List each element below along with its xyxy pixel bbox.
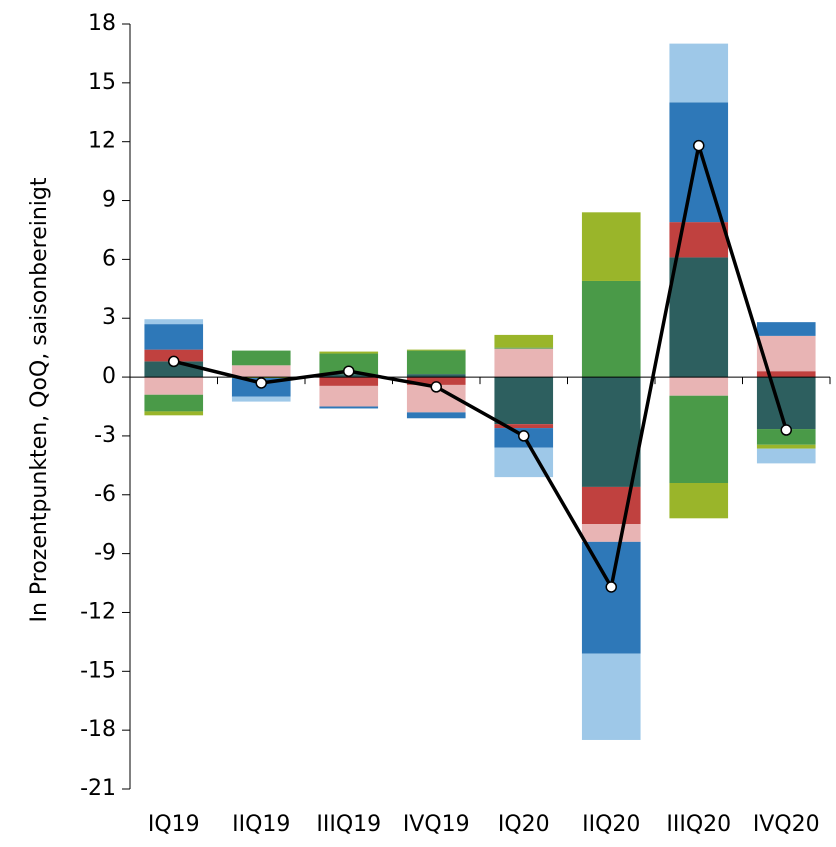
y-tick-label: 18 [88,11,116,36]
x-tick-label: IIQ19 [232,812,290,837]
y-tick-label: 0 [102,364,116,389]
y-tick-label: -21 [80,776,116,801]
y-tick-label: -15 [80,658,116,683]
line [173,145,788,592]
bar-segment [494,377,554,425]
bar-segment [231,350,291,366]
line-marker [605,581,617,593]
line-marker [168,355,180,368]
bar-segment [581,524,641,542]
bar-segment [406,412,466,419]
bar-segment [669,483,729,519]
line-marker [255,377,267,389]
bar-segment [581,541,641,654]
bar-segment [756,322,816,336]
bar-segment [144,411,204,416]
bar-segment [319,353,379,375]
y-tick-label: 12 [88,129,116,154]
bar-segment [756,448,816,464]
y-tick-label: 15 [88,70,116,95]
bar-segment [319,377,379,386]
x-tick-label: IQ20 [498,812,550,837]
bar-segment [669,102,729,223]
bar-segment [231,396,291,402]
x-tick-label: IQ19 [148,812,200,837]
bar-segment [144,349,204,362]
y-tick-label: 3 [102,305,116,330]
bar-segment [144,394,204,412]
bar-segment [756,371,816,378]
bar-segment [581,377,641,487]
bar-segment [494,348,554,378]
y-tick-label: -9 [94,541,116,566]
bar-segment [406,374,466,378]
x-tick-label: IVQ20 [753,812,820,837]
bar-segment [494,424,554,429]
bar-segment [756,377,816,430]
y-axis-label: In Prozentpunkten, QoQ, saisonbereinigt [27,177,52,622]
y-tick-label: 6 [102,246,116,271]
bar-segment [144,319,204,325]
x-tick-label: IIIQ20 [666,812,731,837]
bar-segment [669,257,729,378]
y-tick-label: -12 [80,599,116,624]
line-marker [518,430,530,442]
bar-segment [494,334,554,348]
bar-segment [756,444,816,449]
bar-segment [581,486,641,525]
bar-segment [406,350,466,375]
bar-segment [144,324,204,350]
bar-segment [494,347,554,349]
bar-segment [319,406,379,409]
bar-segment [319,351,379,354]
x-tick-label: IIQ20 [582,812,640,837]
bar-segment [581,212,641,281]
bar-segment [669,43,729,103]
line-marker [780,424,792,436]
bar-segment [669,395,729,483]
y-tick-label: -6 [94,482,116,507]
line-marker [343,365,355,377]
bar-segment [756,429,816,445]
bar-segment [319,385,379,407]
line-marker [430,381,442,393]
y-tick-label: 9 [102,188,116,213]
x-tick-label: IIIQ19 [316,812,381,837]
bar-segment [581,280,641,378]
bar-segment [406,349,466,351]
x-tick-label: IVQ19 [403,812,470,837]
bar-segment [406,377,466,385]
bar-segment [581,653,641,740]
bar-segment [669,377,729,396]
y-tick-label: -3 [94,423,116,448]
line-marker [693,139,705,152]
bar-segment [231,365,291,378]
y-tick-label: -18 [80,717,116,742]
bar-segment [144,377,204,395]
